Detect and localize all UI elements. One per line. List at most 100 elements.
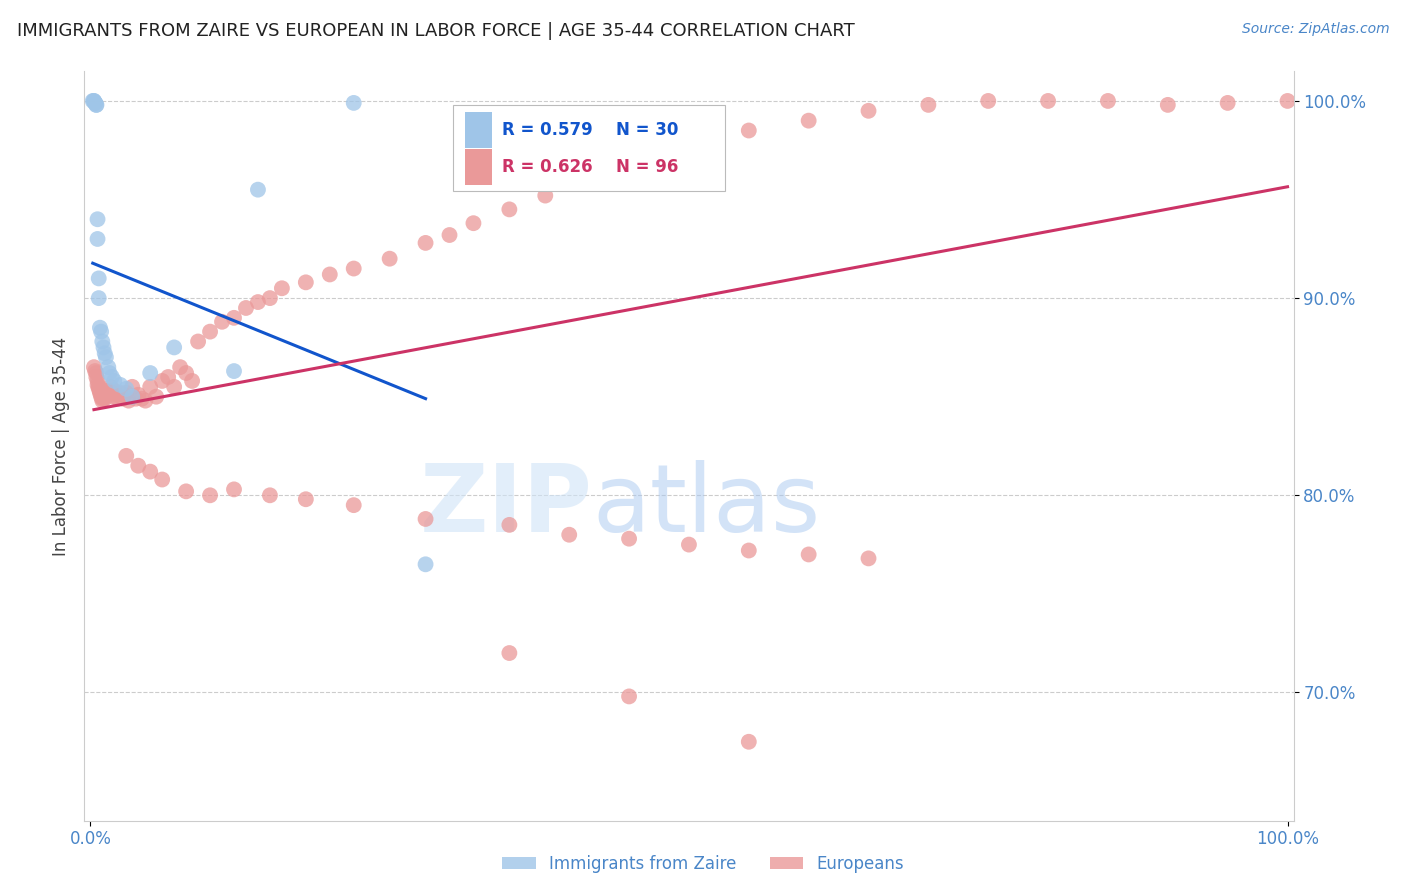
Point — [378, 252, 401, 266]
Text: atlas: atlas — [592, 460, 821, 552]
Point — [259, 488, 281, 502]
Point — [738, 123, 761, 137]
Point — [86, 370, 108, 384]
Point — [86, 98, 108, 112]
Point — [101, 385, 124, 400]
Text: N = 30: N = 30 — [616, 120, 679, 139]
Text: IMMIGRANTS FROM ZAIRE VS EUROPEAN IN LABOR FORCE | AGE 35-44 CORRELATION CHART: IMMIGRANTS FROM ZAIRE VS EUROPEAN IN LAB… — [17, 22, 855, 40]
Point — [84, 364, 107, 378]
Point — [738, 543, 761, 558]
Point — [91, 392, 114, 406]
Point — [107, 392, 129, 406]
Point — [181, 374, 204, 388]
Point — [1157, 98, 1180, 112]
Point — [111, 392, 134, 406]
Text: Source: ZipAtlas.com: Source: ZipAtlas.com — [1241, 22, 1389, 37]
Point — [797, 548, 820, 562]
Point — [917, 98, 939, 112]
Point — [169, 360, 191, 375]
Point — [101, 390, 124, 404]
Point — [270, 281, 292, 295]
Legend: Immigrants from Zaire, Europeans: Immigrants from Zaire, Europeans — [495, 848, 911, 880]
Point — [163, 340, 186, 354]
Point — [98, 366, 121, 380]
Point — [86, 98, 108, 112]
Point — [93, 346, 115, 360]
Point — [134, 393, 156, 408]
Point — [121, 380, 143, 394]
Point — [343, 261, 366, 276]
Point — [150, 473, 173, 487]
Point — [498, 517, 520, 532]
Point — [174, 366, 197, 380]
Point — [91, 393, 114, 408]
Point — [90, 388, 112, 402]
Point — [127, 458, 149, 473]
Point — [858, 551, 880, 566]
Point — [246, 183, 269, 197]
Point — [1097, 94, 1119, 108]
Point — [86, 212, 108, 227]
Point — [96, 384, 118, 398]
Point — [463, 216, 485, 230]
Point — [89, 384, 111, 398]
Point — [83, 94, 105, 108]
Point — [343, 95, 366, 110]
Point — [139, 380, 162, 394]
Point — [415, 558, 437, 572]
Point — [82, 94, 104, 108]
Point — [93, 392, 115, 406]
Point — [87, 382, 110, 396]
Point — [738, 735, 761, 749]
Point — [139, 465, 162, 479]
Point — [94, 385, 117, 400]
FancyBboxPatch shape — [465, 112, 492, 148]
Point — [84, 95, 107, 110]
Point — [678, 538, 700, 552]
Point — [87, 380, 110, 394]
Point — [110, 377, 132, 392]
Point — [1277, 94, 1299, 108]
Point — [118, 393, 141, 408]
FancyBboxPatch shape — [453, 105, 725, 191]
Point — [150, 374, 173, 388]
Point — [86, 232, 108, 246]
Point — [115, 382, 138, 396]
Point — [98, 384, 121, 398]
Point — [100, 380, 122, 394]
Point — [84, 95, 107, 110]
Point — [319, 268, 342, 282]
Point — [858, 103, 880, 118]
Point — [558, 527, 581, 541]
Point — [86, 377, 108, 392]
Point — [498, 202, 520, 217]
Point — [115, 385, 138, 400]
Point — [678, 137, 700, 152]
Point — [90, 390, 112, 404]
Point — [630, 153, 652, 167]
Point — [295, 276, 318, 290]
Point — [198, 325, 221, 339]
Point — [259, 291, 281, 305]
Point — [222, 310, 245, 325]
Point — [343, 498, 366, 512]
Point — [86, 366, 108, 380]
Point — [112, 388, 135, 402]
Point — [105, 388, 128, 402]
Point — [797, 113, 820, 128]
Point — [163, 380, 186, 394]
FancyBboxPatch shape — [465, 149, 492, 186]
Point — [977, 94, 1000, 108]
Text: N = 96: N = 96 — [616, 158, 679, 177]
Point — [83, 360, 105, 375]
Point — [127, 388, 149, 402]
Point — [174, 484, 197, 499]
Point — [131, 392, 153, 406]
Point — [91, 334, 114, 349]
Point — [93, 340, 115, 354]
Point — [89, 320, 111, 334]
Text: ZIP: ZIP — [419, 460, 592, 552]
Point — [187, 334, 209, 349]
Point — [125, 392, 148, 406]
Point — [139, 366, 162, 380]
